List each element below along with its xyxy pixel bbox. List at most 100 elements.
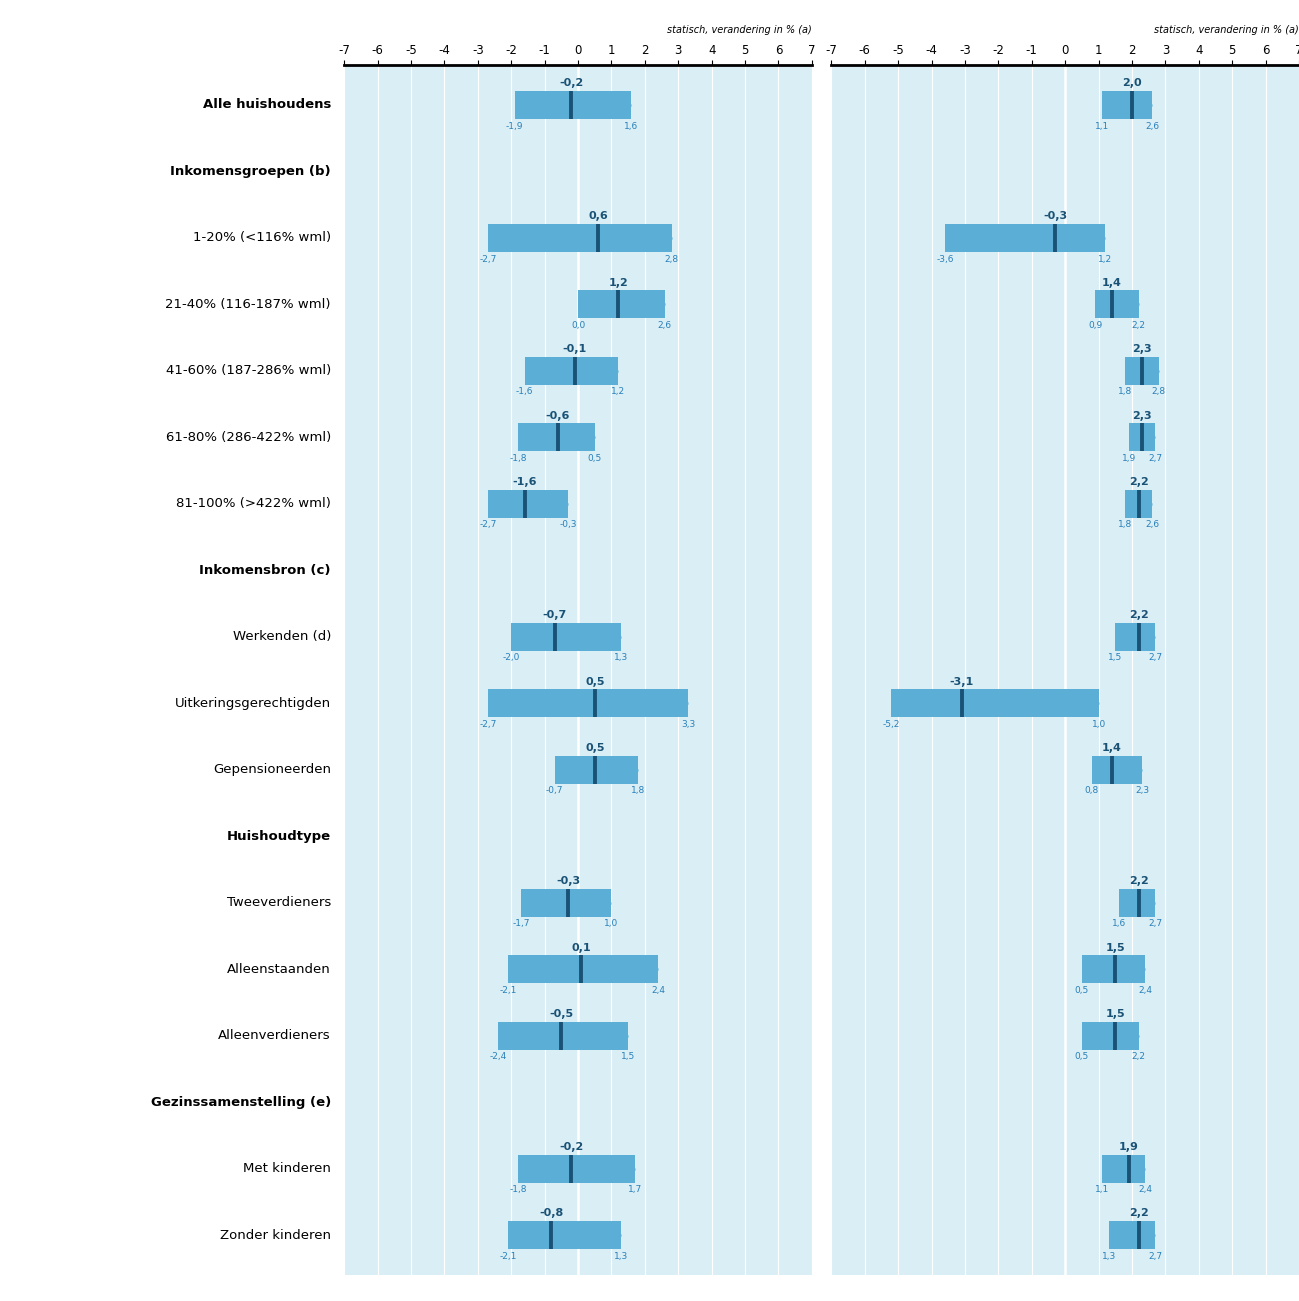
Text: Uitkeringsgerechtigden: Uitkeringsgerechtigden bbox=[175, 697, 331, 710]
Text: Tweeverdieners: Tweeverdieners bbox=[227, 896, 331, 909]
Text: -2,4: -2,4 bbox=[490, 1053, 507, 1062]
Text: -0,1: -0,1 bbox=[562, 345, 587, 354]
Text: 1,9: 1,9 bbox=[1121, 454, 1135, 463]
Text: 1,4: 1,4 bbox=[1102, 277, 1122, 288]
Text: 1,2: 1,2 bbox=[611, 388, 625, 397]
Text: 81-100% (>422% wml): 81-100% (>422% wml) bbox=[177, 497, 331, 510]
Text: 2,3: 2,3 bbox=[1135, 786, 1150, 795]
Text: -0,2: -0,2 bbox=[560, 1142, 583, 1151]
Text: 1,5: 1,5 bbox=[621, 1053, 635, 1062]
Bar bbox=[1082, 955, 1146, 984]
Text: -0,3: -0,3 bbox=[560, 520, 577, 530]
Text: 2,4: 2,4 bbox=[1138, 1185, 1152, 1194]
Bar bbox=[1108, 1222, 1155, 1249]
Text: 1,0: 1,0 bbox=[604, 920, 618, 929]
Text: Zonder kinderen: Zonder kinderen bbox=[220, 1228, 331, 1241]
Text: 2,8: 2,8 bbox=[665, 255, 678, 264]
Text: 1,3: 1,3 bbox=[614, 653, 629, 662]
Text: -2,1: -2,1 bbox=[499, 1252, 517, 1261]
Text: -0,6: -0,6 bbox=[546, 411, 570, 420]
Bar bbox=[944, 224, 1105, 252]
Bar bbox=[518, 423, 595, 451]
Text: 2,8: 2,8 bbox=[1152, 388, 1165, 397]
Text: -2,0: -2,0 bbox=[503, 653, 520, 662]
Text: -3,6: -3,6 bbox=[937, 255, 953, 264]
Bar bbox=[1125, 356, 1159, 385]
Text: Inkomensbron (c): Inkomensbron (c) bbox=[200, 563, 331, 576]
Text: 0,5: 0,5 bbox=[1074, 986, 1089, 995]
Text: -0,3: -0,3 bbox=[556, 876, 581, 886]
Text: 1,7: 1,7 bbox=[627, 1185, 642, 1194]
Text: 2,6: 2,6 bbox=[1144, 520, 1159, 530]
Text: Alle huishoudens: Alle huishoudens bbox=[203, 99, 331, 112]
Text: 0,5: 0,5 bbox=[585, 677, 604, 687]
Bar bbox=[508, 1222, 621, 1249]
Text: 3,3: 3,3 bbox=[681, 719, 695, 729]
Bar bbox=[555, 756, 638, 783]
Text: -0,7: -0,7 bbox=[543, 610, 566, 621]
Text: -0,2: -0,2 bbox=[560, 78, 583, 88]
Text: 2,2: 2,2 bbox=[1131, 321, 1146, 330]
Text: -0,3: -0,3 bbox=[1043, 211, 1068, 221]
Bar bbox=[488, 690, 688, 717]
Text: 1,5: 1,5 bbox=[1105, 1010, 1125, 1019]
Bar bbox=[1082, 1021, 1139, 1050]
Bar bbox=[1102, 91, 1152, 118]
Bar bbox=[512, 623, 621, 650]
Text: 41-60% (187-286% wml): 41-60% (187-286% wml) bbox=[166, 364, 331, 377]
Text: 2,6: 2,6 bbox=[1144, 121, 1159, 130]
Text: -1,8: -1,8 bbox=[509, 454, 526, 463]
Bar bbox=[1092, 756, 1142, 783]
Text: 2,2: 2,2 bbox=[1129, 610, 1148, 621]
Text: -2,7: -2,7 bbox=[479, 520, 496, 530]
Text: 2,4: 2,4 bbox=[651, 986, 665, 995]
Text: 2,3: 2,3 bbox=[1133, 411, 1152, 420]
Text: 0,8: 0,8 bbox=[1085, 786, 1099, 795]
Bar bbox=[514, 91, 631, 118]
Text: -0,7: -0,7 bbox=[546, 786, 564, 795]
Text: 2,7: 2,7 bbox=[1148, 1252, 1163, 1261]
Text: 2,2: 2,2 bbox=[1129, 477, 1148, 487]
Text: -2,1: -2,1 bbox=[499, 986, 517, 995]
Bar bbox=[1125, 490, 1152, 518]
Text: Met kinderen: Met kinderen bbox=[243, 1162, 331, 1175]
Bar bbox=[578, 290, 665, 319]
Text: -0,5: -0,5 bbox=[549, 1010, 573, 1019]
Text: -2,7: -2,7 bbox=[479, 719, 496, 729]
Text: 1,8: 1,8 bbox=[631, 786, 646, 795]
Bar bbox=[521, 889, 612, 917]
Bar bbox=[488, 224, 672, 252]
Bar bbox=[498, 1021, 629, 1050]
Bar bbox=[508, 955, 659, 984]
Text: 1,0: 1,0 bbox=[1091, 719, 1105, 729]
Text: 0,5: 0,5 bbox=[585, 743, 604, 753]
Text: 2,2: 2,2 bbox=[1129, 1209, 1148, 1219]
Text: -1,8: -1,8 bbox=[509, 1185, 526, 1194]
Text: 0,5: 0,5 bbox=[1074, 1053, 1089, 1062]
Bar bbox=[891, 690, 1099, 717]
Text: statisch, verandering in % (a): statisch, verandering in % (a) bbox=[668, 25, 812, 35]
Text: 1,5: 1,5 bbox=[1108, 653, 1122, 662]
Text: 1,1: 1,1 bbox=[1095, 1185, 1109, 1194]
Text: 1,2: 1,2 bbox=[608, 277, 627, 288]
Bar bbox=[1102, 1155, 1146, 1183]
Bar bbox=[1095, 290, 1139, 319]
Text: 1,4: 1,4 bbox=[1102, 743, 1122, 753]
Text: -5,2: -5,2 bbox=[883, 719, 900, 729]
Text: 1,6: 1,6 bbox=[1112, 920, 1126, 929]
Bar bbox=[488, 490, 568, 518]
Text: -0,8: -0,8 bbox=[539, 1209, 564, 1219]
Text: 1,8: 1,8 bbox=[1118, 388, 1133, 397]
Text: 1,9: 1,9 bbox=[1118, 1142, 1139, 1151]
Text: -2,7: -2,7 bbox=[479, 255, 496, 264]
Text: 1,1: 1,1 bbox=[1095, 121, 1109, 130]
Text: Alleenstaanden: Alleenstaanden bbox=[227, 963, 331, 976]
Text: Alleenverdieners: Alleenverdieners bbox=[218, 1029, 331, 1042]
Text: 2,4: 2,4 bbox=[1138, 986, 1152, 995]
Text: 2,2: 2,2 bbox=[1131, 1053, 1146, 1062]
Text: Werkenden (d): Werkenden (d) bbox=[233, 630, 331, 643]
Text: 0,9: 0,9 bbox=[1089, 321, 1103, 330]
Text: statisch, verandering in % (a): statisch, verandering in % (a) bbox=[1155, 25, 1299, 35]
Text: 1,6: 1,6 bbox=[625, 121, 639, 130]
Text: 1,8: 1,8 bbox=[1118, 520, 1133, 530]
